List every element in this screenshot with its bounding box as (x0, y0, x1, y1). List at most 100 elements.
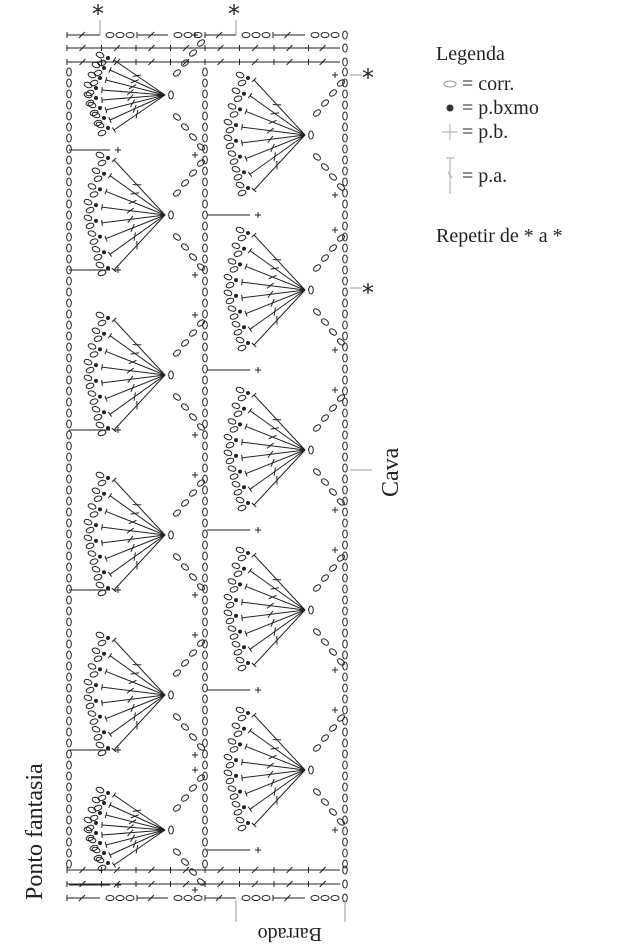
repeat-marker-top-left: * (92, 0, 104, 28)
double-crochet (101, 526, 166, 536)
chain-stitch (105, 32, 115, 38)
double-crochet (107, 172, 113, 179)
double-crochet (111, 427, 117, 433)
slip-stitch (242, 645, 246, 650)
chain-stitch (173, 804, 181, 812)
double-crochet (104, 668, 108, 675)
chain-stitch (229, 746, 239, 753)
slip-stitch (98, 811, 102, 815)
chain-stitch (227, 418, 237, 425)
chain-stitch (66, 804, 72, 814)
slip-stitch (106, 791, 110, 795)
double-crochet (215, 31, 223, 39)
chain-stitch (235, 181, 245, 189)
chain-stitch (227, 305, 237, 312)
chain-stitch (66, 188, 72, 198)
chain-stitch (223, 769, 233, 777)
legend-item-double-crochet: = p.a. (438, 148, 563, 204)
double-crochet (109, 694, 166, 735)
chain-stitch (202, 540, 208, 550)
double-crochet (109, 69, 166, 96)
chain-stitch (66, 298, 72, 308)
chain-stitch (66, 474, 72, 484)
chain-stitch (95, 51, 105, 59)
chain-stitch (85, 702, 95, 710)
legend-label: = p.bxmo (462, 97, 539, 119)
chain-stitch (93, 175, 103, 182)
chain-stitch (342, 639, 348, 649)
slip-stitch (238, 154, 242, 159)
double-crochet (267, 770, 274, 778)
double-crochet (105, 94, 166, 111)
chain-stitch (342, 408, 348, 418)
slip-stitch (238, 789, 242, 794)
chain-stitch (85, 99, 95, 107)
double-crochet (107, 731, 113, 738)
chain-stitch (235, 336, 245, 344)
chain-stitch (342, 529, 348, 539)
slip-stitch (242, 485, 246, 490)
chain-stitch (95, 121, 105, 129)
chain-stitch (308, 765, 314, 775)
double-crochet (113, 880, 121, 888)
double-crochet (130, 79, 139, 84)
chain-stitch (93, 69, 103, 77)
double-crochet (101, 94, 166, 101)
double-crochet (130, 814, 139, 819)
double-crochet (245, 265, 306, 291)
chain-stitch (87, 71, 97, 79)
double-crochet (251, 712, 257, 718)
chain-stitch (202, 617, 208, 627)
chain-stitch (337, 79, 345, 87)
chain-stitch (233, 809, 243, 816)
double-crochet (251, 232, 257, 238)
chain-stitch (89, 671, 99, 678)
chain-stitch (181, 499, 189, 507)
double-crochet (113, 94, 166, 131)
double-crochet (245, 609, 306, 635)
double-crochet (133, 232, 136, 241)
chain-stitch (97, 639, 107, 647)
slip-stitch (94, 96, 98, 100)
chain-stitch (342, 617, 348, 627)
double-crochet (111, 127, 117, 133)
double-crochet (101, 366, 166, 376)
chain-stitch (66, 661, 72, 671)
double-crochet (286, 58, 293, 66)
double-crochet (133, 712, 136, 721)
chain-stitch (202, 496, 208, 506)
slip-stitch (98, 507, 102, 512)
double-crochet (130, 223, 135, 233)
chain-stitch (66, 221, 72, 231)
chain-stitch (308, 445, 314, 455)
double-crochet (251, 44, 259, 52)
double-crochet (247, 92, 253, 99)
chain-stitch (321, 318, 329, 326)
double-crochet (268, 119, 277, 125)
double-crochet (107, 251, 113, 258)
double-crochet (253, 609, 306, 666)
slip-stitch (106, 56, 110, 60)
chain-stitch (342, 243, 348, 253)
double-crochet (113, 694, 166, 751)
chain-stitch (89, 109, 99, 117)
slip-stitch (106, 156, 110, 160)
double-crochet (104, 555, 108, 562)
chain-stitch (342, 287, 348, 297)
chain-stitch (87, 710, 97, 717)
chain-stitch (342, 67, 348, 77)
chain-stitch (342, 749, 348, 759)
chain-stitch (66, 760, 72, 770)
chain-stitch (342, 133, 348, 143)
chain-stitch (66, 848, 72, 858)
double-crochet (245, 425, 306, 451)
chain-stitch (229, 158, 239, 165)
chain-stitch (225, 777, 235, 785)
chain-stitch (202, 100, 208, 110)
double-crochet (249, 570, 306, 611)
chain-stitch (202, 111, 208, 121)
chain-stitch (202, 485, 208, 495)
chain-stitch (337, 338, 345, 346)
chain-stitch (189, 573, 197, 581)
chain-stitch (225, 441, 235, 449)
